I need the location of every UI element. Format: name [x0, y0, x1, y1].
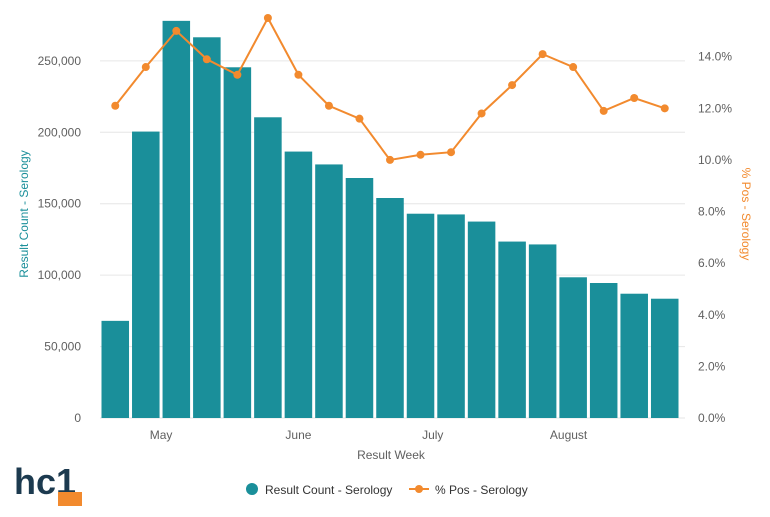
line-point[interactable]: [141, 63, 150, 72]
line-point[interactable]: [599, 106, 608, 115]
y2-tick-label: 10.0%: [698, 153, 732, 167]
x-tick-label: July: [422, 428, 443, 442]
y2-tick-label: 14.0%: [698, 50, 732, 64]
bar[interactable]: [620, 293, 648, 418]
bar[interactable]: [132, 131, 160, 419]
legend-item-result-count[interactable]: Result Count - Serology: [246, 483, 392, 497]
bar[interactable]: [406, 213, 435, 418]
y-tick-label: 200,000: [38, 125, 82, 139]
hc1-logo: hc1: [14, 462, 82, 506]
x-tick-label: August: [550, 428, 588, 442]
y-tick-label: 0: [74, 411, 81, 425]
y-axis-title: Result Count - Serology: [17, 150, 31, 277]
line-point[interactable]: [508, 81, 517, 90]
legend[interactable]: Result Count - Serology % Pos - Serology: [246, 483, 528, 497]
bar[interactable]: [162, 20, 191, 418]
bar[interactable]: [284, 151, 313, 419]
line-point[interactable]: [569, 63, 578, 72]
x-tick-label: June: [285, 428, 311, 442]
y2-tick-label: 6.0%: [698, 256, 726, 270]
x-axis-ticks: May June July August: [150, 428, 588, 442]
bar[interactable]: [101, 320, 130, 418]
line-point[interactable]: [324, 101, 333, 110]
bar[interactable]: [315, 164, 343, 418]
bar-series: [101, 20, 679, 419]
line-point[interactable]: [416, 150, 425, 159]
bar[interactable]: [498, 241, 526, 418]
line-point[interactable]: [660, 104, 669, 113]
y-tick-label: 100,000: [38, 268, 82, 282]
y2-tick-label: 4.0%: [698, 308, 726, 322]
line-point[interactable]: [233, 70, 242, 79]
bar[interactable]: [650, 298, 679, 418]
legend-marker-dot: [415, 485, 423, 493]
y2-tick-label: 8.0%: [698, 205, 726, 219]
y-tick-label: 150,000: [38, 197, 82, 211]
x-tick-label: May: [150, 428, 173, 442]
line-point[interactable]: [172, 26, 181, 35]
line-point[interactable]: [202, 55, 211, 64]
bar[interactable]: [528, 244, 557, 418]
bar[interactable]: [345, 178, 374, 418]
bar[interactable]: [559, 277, 587, 418]
line-point[interactable]: [111, 101, 120, 110]
y-tick-label: 50,000: [44, 340, 81, 354]
legend-label-pct-pos: % Pos - Serology: [435, 483, 528, 497]
right-axis-ticks: 0.0% 2.0% 4.0% 6.0% 8.0% 10.0% 12.0% 14.0%: [698, 50, 732, 425]
bar[interactable]: [223, 67, 252, 419]
legend-label-result-count: Result Count - Serology: [265, 483, 392, 497]
legend-marker-bar: [246, 483, 258, 495]
bar[interactable]: [254, 117, 282, 419]
bar[interactable]: [193, 37, 221, 419]
line-point[interactable]: [630, 94, 639, 102]
line-point[interactable]: [263, 14, 272, 22]
y2-tick-label: 12.0%: [698, 101, 732, 115]
bar[interactable]: [437, 214, 465, 418]
bar[interactable]: [376, 198, 404, 418]
line-series: [111, 14, 669, 164]
bar[interactable]: [467, 221, 496, 418]
y2-axis-title: % Pos - Serology: [739, 168, 753, 261]
x-axis-title: Result Week: [357, 448, 426, 462]
legend-item-pct-pos[interactable]: % Pos - Serology: [409, 483, 528, 497]
left-axis-ticks: 0 50,000 100,000 150,000 200,000 250,000: [38, 54, 82, 425]
y-tick-label: 250,000: [38, 54, 82, 68]
line-point[interactable]: [355, 114, 364, 123]
line-point[interactable]: [477, 109, 486, 118]
line-point[interactable]: [447, 148, 456, 157]
y2-tick-label: 0.0%: [698, 411, 726, 425]
y2-tick-label: 2.0%: [698, 359, 726, 373]
bar[interactable]: [589, 283, 618, 418]
line-point[interactable]: [386, 155, 394, 164]
line-point[interactable]: [294, 70, 303, 79]
line-point[interactable]: [538, 50, 547, 59]
